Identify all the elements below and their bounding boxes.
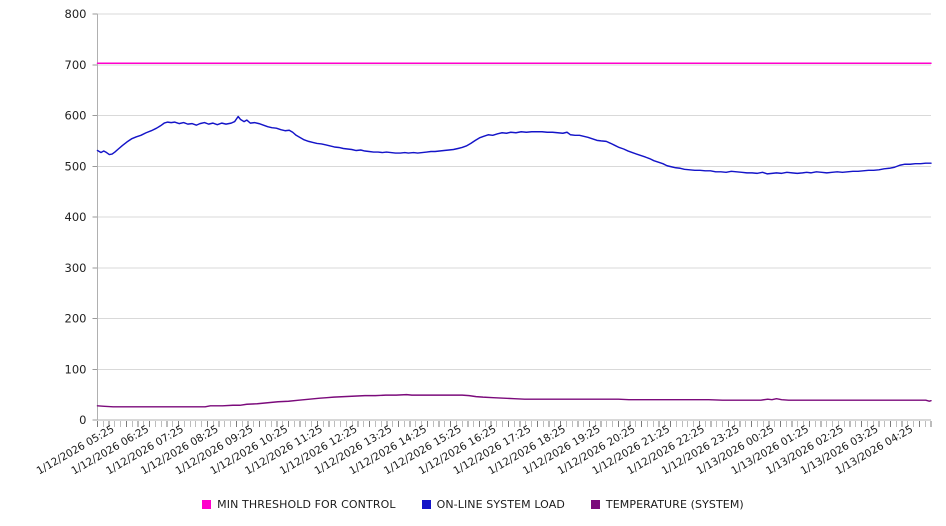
legend-item[interactable]: TEMPERATURE (SYSTEM) [590,497,744,511]
y-axis-tick-label: 0 [79,413,86,427]
y-axis-tick-label: 500 [65,159,87,173]
legend-item-label: TEMPERATURE (SYSTEM) [605,497,744,511]
legend-color-swatch [421,499,431,509]
y-axis-tick-label: 200 [65,312,87,326]
series-line-temperature-system [96,393,932,408]
y-axis-tick-label: 400 [65,210,87,224]
x-axis-minor-ticks-group [97,421,932,427]
y-axis-tick-label: 100 [65,362,87,376]
legend-item[interactable]: MIN THRESHOLD FOR CONTROL [202,498,395,511]
chart-legend: MIN THRESHOLD FOR CONTROL ON-LINE SYSTEM … [0,494,946,514]
data-series-group [96,62,932,408]
legend-item-label: ON-LINE SYSTEM LOAD [436,497,565,511]
y-axis-tick-label: 700 [65,58,87,72]
y-axis-tick-label: 800 [65,7,87,21]
y-axis-tick-label: 300 [65,261,87,275]
y-axis-tick-label: 600 [65,109,87,123]
gridlines-group [97,13,931,421]
y-axis-ticks-group: 0 100 200 300 400 500 600 700 800 [65,7,98,427]
legend-item[interactable]: ON-LINE SYSTEM LOAD [421,497,565,511]
legend-color-swatch [202,499,212,509]
legend-color-swatch [590,499,600,509]
x-axis-labels-group: 1/12/2026 05:251/12/2026 06:251/12/2026 … [35,423,916,477]
series-line-on-line-system-load [96,115,932,175]
legend-item-label: MIN THRESHOLD FOR CONTROL [217,497,396,511]
axis-lines-group [97,14,931,421]
